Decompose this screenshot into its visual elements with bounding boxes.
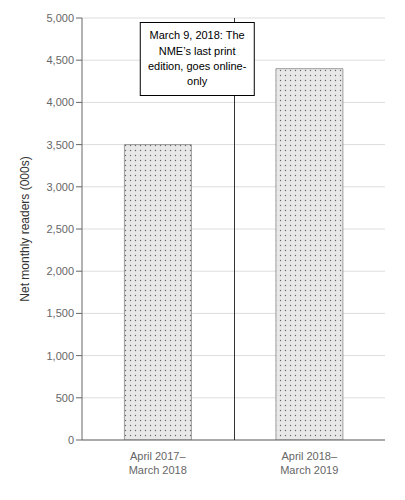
svg-text:4,500: 4,500 [46,54,74,66]
html-text:March 9, 2018: The NME’s last: March 9, 2018: The NME’s last print edit… [147,29,247,88]
svg-text:2,500: 2,500 [46,223,74,235]
svg-text:4,000: 4,000 [46,96,74,108]
svg-text:Net monthly readers (000s): Net monthly readers (000s) [18,156,32,301]
svg-text:2,000: 2,000 [46,265,74,277]
svg-text:1,000: 1,000 [46,350,74,362]
svg-text:April 2018–March 2019: April 2018–March 2019 [280,450,338,476]
svg-text:3,500: 3,500 [46,139,74,151]
svg-text:5,000: 5,000 [46,12,74,24]
svg-text:500: 500 [56,392,74,404]
svg-text:0: 0 [68,434,74,446]
svg-text:April 2017–March 2018: April 2017–March 2018 [129,450,187,476]
svg-text:3,000: 3,000 [46,181,74,193]
svg-text:1,500: 1,500 [46,307,74,319]
